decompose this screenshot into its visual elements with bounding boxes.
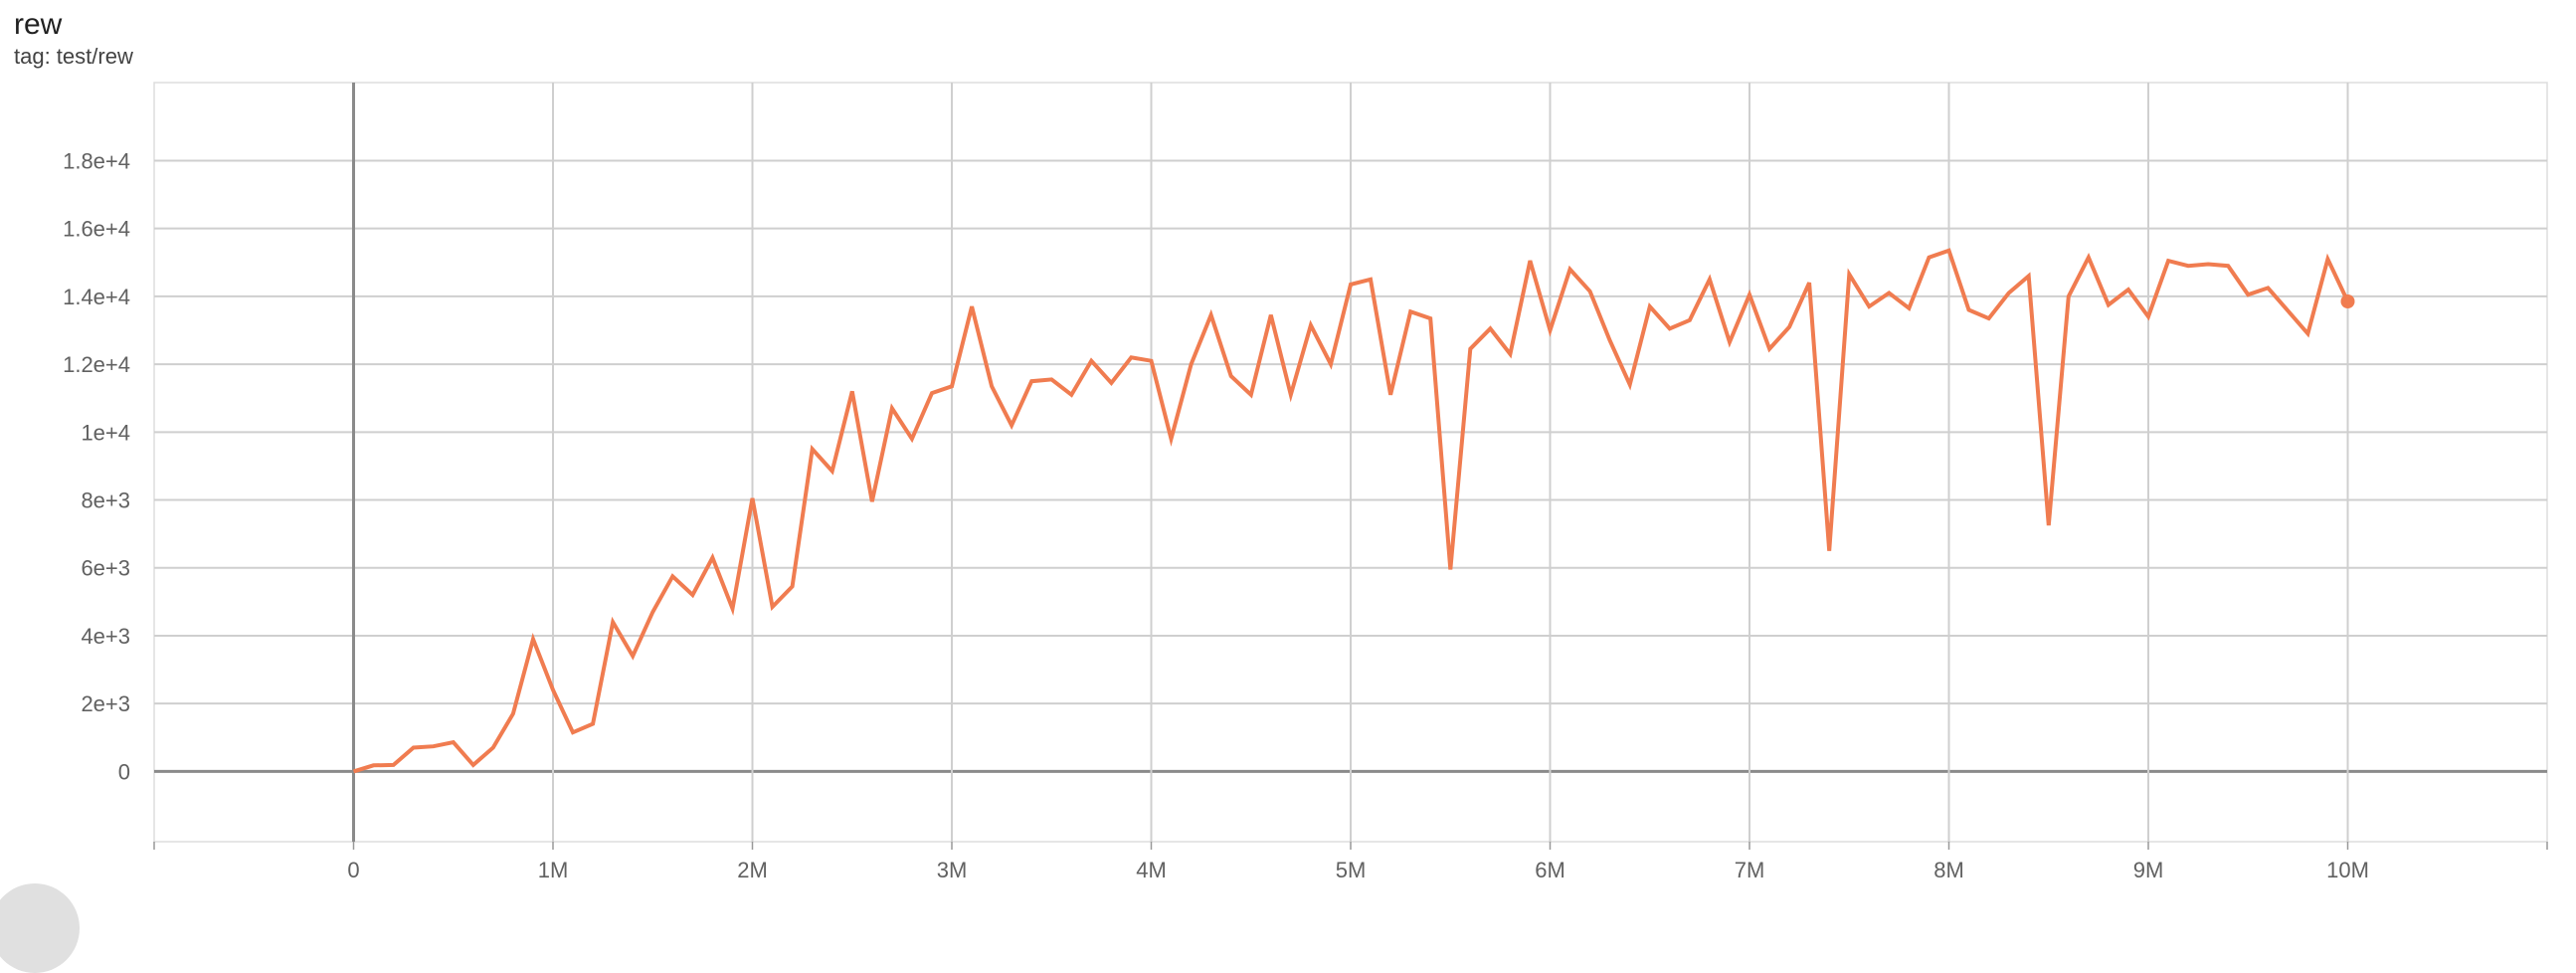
y-tick-label: 8e+3 [81,488,130,513]
x-tick-label: 7M [1735,858,1765,882]
y-tick-label: 4e+3 [81,624,130,649]
x-tick-label: 3M [937,858,968,882]
series-line [352,248,2350,774]
line-chart: 0 2e+3 4e+3 6e+3 8e+3 1e+4 1.2e+4 1.4e+4 1.6e+4 1… [63,82,2548,882]
chart-title: rew [14,8,63,41]
x-tick-label: 9M [2133,858,2164,882]
y-tick-label: 1e+4 [81,420,130,445]
x-tick-label: 5M [1336,858,1367,882]
x-tick-label: 0 [347,858,359,882]
y-tick-label: 1.4e+4 [63,285,130,309]
y-tick-label: 1.6e+4 [63,217,130,242]
x-tick-label: 8M [1933,858,1964,882]
x-tick-label: 10M [2326,858,2369,882]
y-tick-label: 1.8e+4 [63,148,130,173]
y-tick-label: 1.2e+4 [63,352,130,377]
y-tick-label: 6e+3 [81,556,130,581]
chart-tag: tag: test/rew [14,44,133,69]
x-tick-label: 2M [737,858,768,882]
y-tick-label: 0 [118,759,130,784]
data-point [2340,293,2355,308]
x-tick-label: 6M [1535,858,1565,882]
x-tick-label: 1M [538,858,569,882]
y-tick-label: 2e+3 [81,691,130,716]
x-tick-label: 4M [1136,858,1167,882]
